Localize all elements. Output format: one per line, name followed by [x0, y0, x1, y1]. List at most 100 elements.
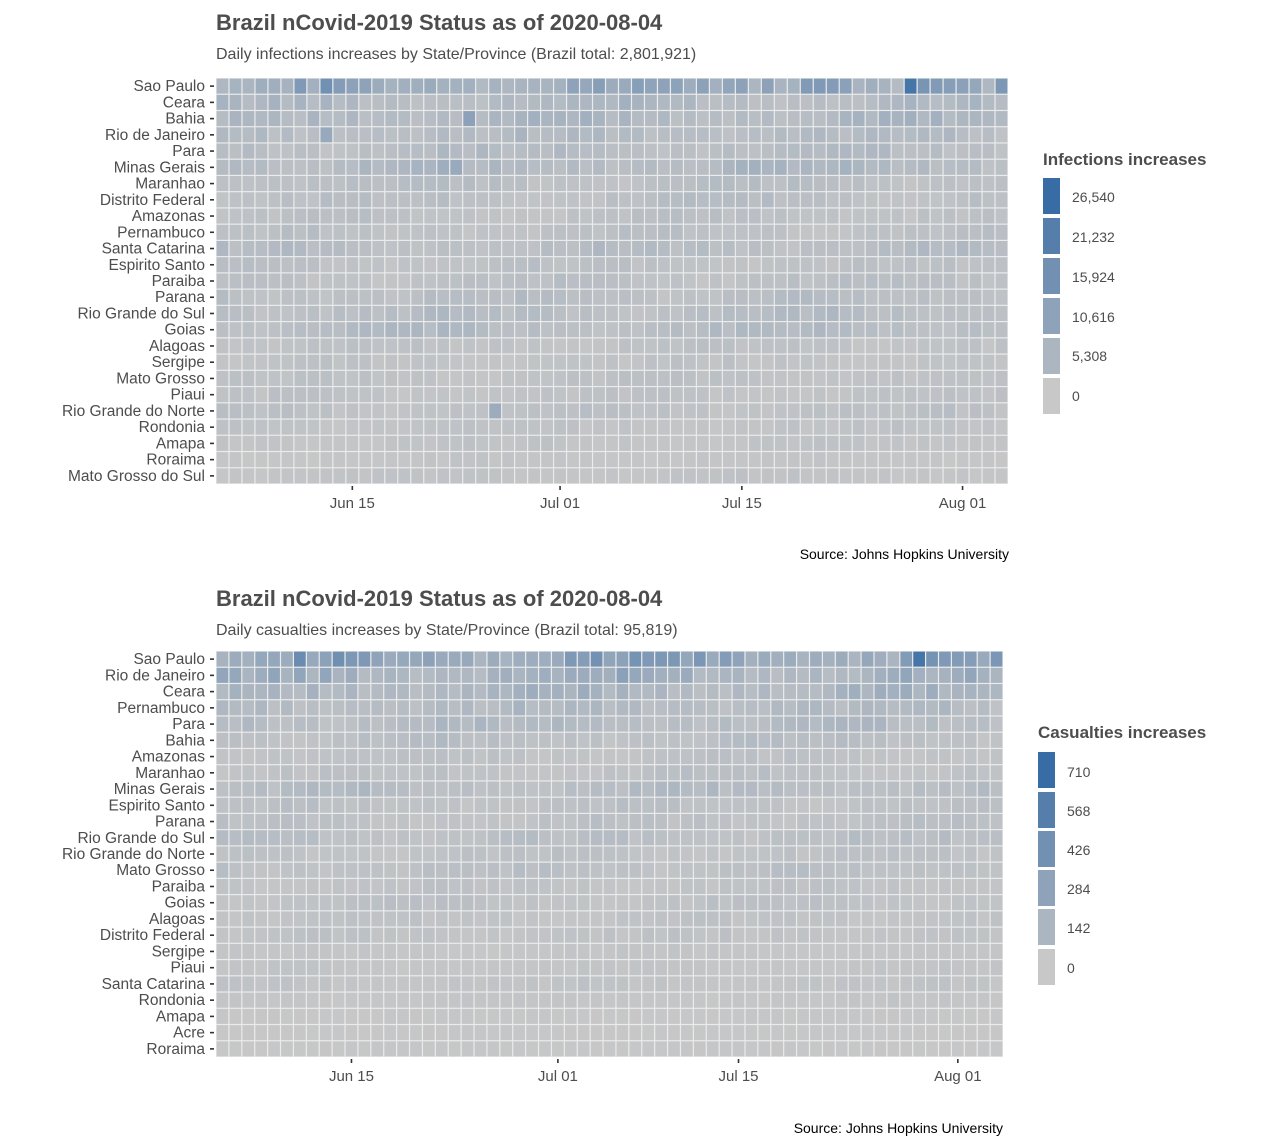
heat-cell	[982, 143, 995, 159]
heat-cell	[745, 1008, 758, 1024]
heat-cell	[735, 143, 748, 159]
heat-cell	[722, 338, 735, 354]
heat-cell	[629, 862, 642, 878]
heat-cell	[423, 667, 435, 683]
heat-cell	[913, 651, 925, 667]
heat-cell	[655, 684, 667, 700]
heat-cell	[874, 765, 887, 781]
heat-cell	[939, 797, 951, 813]
heat-cell	[294, 732, 306, 748]
legend-key	[1038, 752, 1055, 788]
heat-cell	[748, 452, 761, 468]
heat-cell	[554, 159, 566, 175]
heat-cell	[990, 1041, 1003, 1057]
heat-cell	[671, 224, 683, 240]
heat-cell	[629, 749, 642, 765]
heat-cell	[515, 143, 527, 159]
heat-cell	[526, 651, 538, 667]
heat-cell	[580, 208, 592, 224]
heat-cell	[541, 111, 553, 127]
heat-cell	[977, 846, 990, 862]
heat-cell	[930, 435, 943, 451]
heat-cell	[398, 468, 411, 484]
heat-cell	[294, 354, 307, 370]
heat-cell	[294, 1008, 306, 1024]
heat-cell	[333, 354, 346, 370]
heat-cell	[372, 419, 385, 435]
heat-cell	[333, 208, 346, 224]
heat-cell	[681, 749, 693, 765]
heat-cell	[216, 716, 229, 732]
heat-cell	[371, 814, 384, 830]
heat-cell	[787, 338, 800, 354]
heat-cell	[268, 814, 280, 830]
heat-cell	[930, 257, 943, 273]
heat-cell	[255, 273, 268, 289]
heat-cell	[359, 159, 372, 175]
heat-cell	[229, 387, 242, 403]
heat-cell	[684, 305, 696, 321]
heat-cell	[435, 781, 448, 797]
heat-cell	[977, 1025, 990, 1041]
heat-cell	[590, 1025, 603, 1041]
heat-cell	[951, 992, 964, 1008]
heat-cell	[632, 192, 644, 208]
heat-cell	[306, 667, 319, 683]
heat-cell	[554, 78, 566, 94]
heat-cell	[758, 1041, 771, 1057]
heat-cell	[956, 94, 969, 110]
heat-cell	[900, 911, 913, 927]
heat-cell	[874, 846, 887, 862]
heat-cell	[474, 765, 487, 781]
heat-cell	[706, 732, 719, 748]
heat-cell	[629, 846, 642, 862]
heat-cell	[822, 1008, 835, 1024]
heat-cell	[294, 911, 306, 927]
heat-cell	[671, 143, 683, 159]
heat-cell	[268, 468, 281, 484]
heat-cell	[706, 716, 719, 732]
heat-cell	[926, 992, 938, 1008]
heat-cell	[423, 895, 435, 911]
heat-cell	[590, 960, 603, 976]
heat-cell	[567, 305, 579, 321]
heat-cell	[848, 781, 861, 797]
heat-cell	[900, 862, 913, 878]
heat-cell	[242, 1025, 255, 1041]
heat-cell	[580, 338, 592, 354]
heat-cell	[294, 862, 306, 878]
heat-cell	[397, 895, 409, 911]
heat-cell	[372, 241, 385, 257]
heat-cell	[552, 716, 564, 732]
heat-cell	[437, 322, 450, 338]
heat-cell	[956, 176, 969, 192]
heat-cell	[671, 111, 683, 127]
heat-cell	[797, 943, 809, 959]
heat-cell	[964, 814, 977, 830]
heat-cell	[969, 192, 982, 208]
heat-cell	[684, 322, 696, 338]
heat-cell	[891, 452, 904, 468]
heat-cell	[761, 127, 774, 143]
heat-cell	[951, 960, 964, 976]
heat-cell	[722, 468, 735, 484]
heat-cell	[681, 1025, 693, 1041]
heat-cell	[448, 814, 461, 830]
heat-cell	[865, 387, 878, 403]
heat-cell	[294, 992, 306, 1008]
heat-cell	[450, 78, 463, 94]
heat-cell	[990, 716, 1003, 732]
heat-cell	[995, 289, 1008, 305]
heat-cell	[461, 781, 474, 797]
heat-cell	[939, 700, 951, 716]
heat-cell	[242, 370, 255, 386]
heat-cell	[913, 943, 925, 959]
heat-cell	[926, 651, 938, 667]
heat-cell	[939, 976, 951, 992]
heat-cell	[435, 765, 448, 781]
heat-cell	[332, 943, 345, 959]
heat-cell	[500, 700, 513, 716]
heat-cell	[268, 94, 281, 110]
heat-cell	[629, 700, 642, 716]
